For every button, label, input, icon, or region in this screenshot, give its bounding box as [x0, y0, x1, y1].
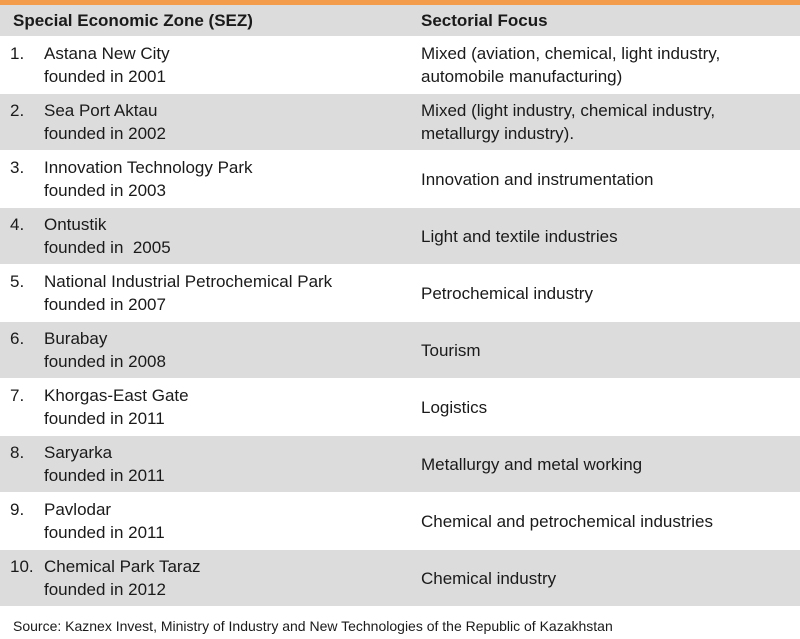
zone-founded: founded in 2005: [44, 238, 171, 257]
zone-name: Khorgas-East Gate: [44, 386, 189, 405]
row-number: 10.: [10, 557, 34, 576]
sector-focus: Tourism: [411, 321, 800, 379]
zone-name: Sea Port Aktau: [44, 101, 158, 120]
table-row: 1. Astana New City founded in 2001 Mixed (…: [0, 36, 800, 94]
table-row: 6. Burabay founded in 2008 Tourism: [0, 321, 800, 379]
zone-name: Burabay: [44, 329, 108, 348]
row-number: 2.: [10, 101, 25, 120]
row-number: 1.: [10, 44, 25, 63]
zone-founded: founded in 2008: [44, 352, 166, 371]
zone-founded: founded in 2007: [44, 295, 166, 314]
zone-founded: founded in 2001: [44, 67, 166, 86]
sector-focus: Petrochemical industry: [411, 264, 800, 322]
table-header-row: Special Economic Zone (SEZ) Sectorial Fo…: [0, 5, 800, 37]
sector-focus: Light and textile industries: [411, 207, 800, 265]
sector-focus: Innovation and instrumentation: [411, 150, 800, 208]
zone-founded: founded in 2002: [44, 124, 166, 143]
row-number: 9.: [10, 500, 25, 519]
zone-founded: founded in 2012: [44, 580, 166, 599]
zone-name: Chemical Park Taraz: [44, 557, 201, 576]
table-row: 2. Sea Port Aktau founded in 2002 Mixed (l…: [0, 93, 800, 151]
row-number: 8.: [10, 443, 25, 462]
sector-focus: Mixed (aviation, chemical, light industr…: [411, 36, 800, 94]
table-row: 8. Saryarka founded in 2011 Metallurgy and…: [0, 435, 800, 493]
zone-founded: founded in 2011: [44, 409, 165, 428]
zone-name: Pavlodar: [44, 500, 112, 519]
table-row: 4. Ontustik founded in 2005 Light and text…: [0, 207, 800, 265]
zone-name: Innovation Technology Park: [44, 158, 253, 177]
zone-name: National Industrial Petrochemical Park: [44, 272, 333, 291]
row-number: 3.: [10, 158, 25, 177]
source-note: Source: Kaznex Invest, Ministry of Indus…: [13, 618, 613, 634]
table-row: 7. Khorgas-East Gate founded in 2011 Logis…: [0, 378, 800, 436]
accent-bar: [0, 0, 800, 5]
zone-name: Ontustik: [44, 215, 107, 234]
zone-name: Saryarka: [44, 443, 113, 462]
table-row: 3. Innovation Technology Park founded in 2…: [0, 150, 800, 208]
zone-name: Astana New City: [44, 44, 170, 63]
sector-focus: Chemical and petrochemical industries: [411, 492, 800, 550]
table-row: 5. National Industrial Petrochemical Park…: [0, 264, 800, 322]
row-number: 5.: [10, 272, 25, 291]
sector-focus: Mixed (light industry, chemical industry…: [411, 93, 800, 151]
sector-focus: Metallurgy and metal working: [411, 435, 800, 493]
row-number: 4.: [10, 215, 25, 234]
header-zone: Special Economic Zone (SEZ): [0, 5, 411, 37]
sector-focus: Logistics: [411, 378, 800, 436]
zone-founded: founded in 2003: [44, 181, 166, 200]
sector-focus: Chemical industry: [411, 549, 800, 607]
row-number: 6.: [10, 329, 25, 348]
table-row: 9. Pavlodar founded in 2011 Chemical and p…: [0, 492, 800, 550]
header-focus: Sectorial Focus: [411, 5, 800, 37]
row-number: 7.: [10, 386, 25, 405]
table-row: 10. Chemical Park Taraz founded in 2012 Ch…: [0, 549, 800, 607]
zone-founded: founded in 2011: [44, 523, 165, 542]
sez-table: Special Economic Zone (SEZ) Sectorial Fo…: [0, 5, 800, 607]
zone-founded: founded in 2011: [44, 466, 165, 485]
